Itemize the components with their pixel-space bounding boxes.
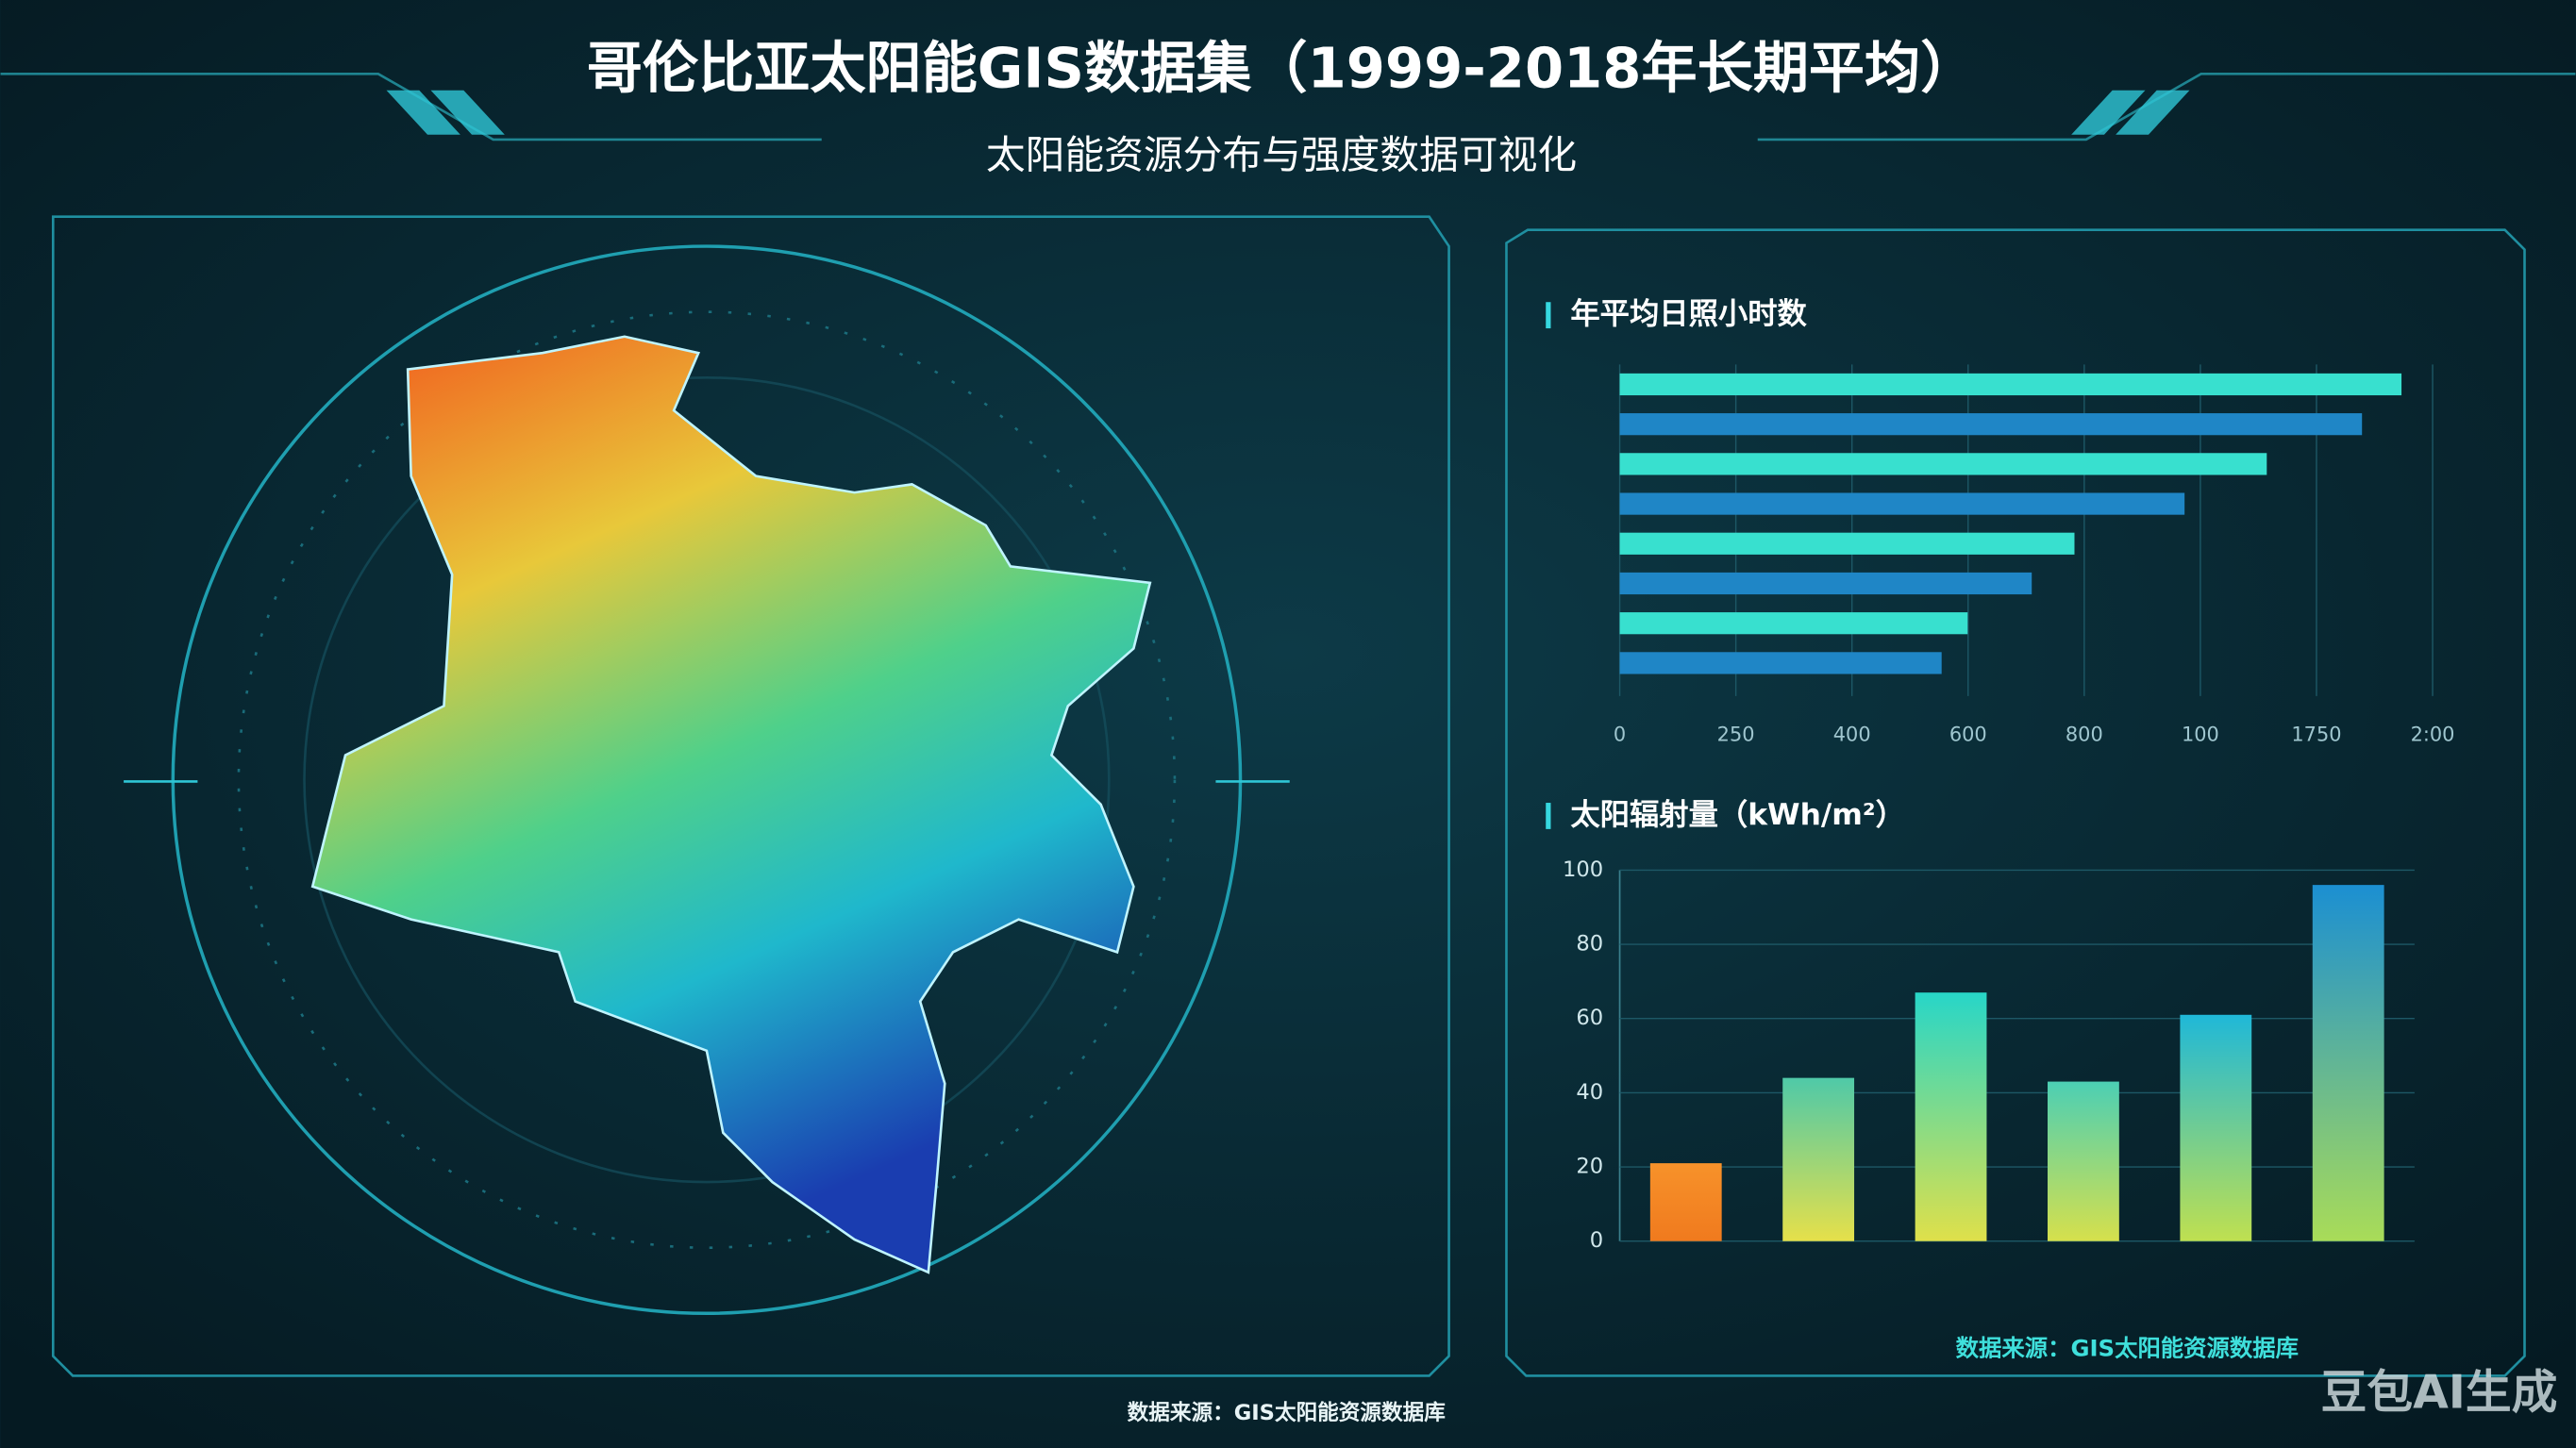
- page-title: 哥伦比亚太阳能GIS数据集（1999-2018年长期平均）: [587, 36, 1977, 101]
- x-tick-label: 100: [2182, 724, 2219, 746]
- title-marker: [1546, 302, 1551, 329]
- title-marker: [1546, 803, 1551, 829]
- bar: [1619, 572, 2032, 595]
- x-tick-label: 400: [1833, 724, 1871, 746]
- chart-title: 太阳辐射量（kWh/m²）: [1570, 798, 1905, 832]
- bar: [2180, 1014, 2252, 1241]
- bar: [1619, 612, 1968, 635]
- bar: [2048, 1081, 2119, 1241]
- bar: [1619, 532, 2075, 555]
- map-source: 数据来源：GIS太阳能资源数据库: [1128, 1400, 1446, 1425]
- y-tick-label: 80: [1576, 932, 1603, 957]
- x-tick-label: 0: [1614, 724, 1626, 746]
- bar: [1782, 1077, 1855, 1241]
- x-tick-label: 2:00: [2411, 724, 2455, 746]
- y-tick-label: 40: [1576, 1080, 1603, 1105]
- y-tick-label: 100: [1563, 857, 1603, 882]
- bar: [1619, 373, 2402, 396]
- bar: [1619, 453, 2267, 475]
- x-tick-label: 1750: [2291, 724, 2341, 746]
- bar: [1649, 1163, 1722, 1241]
- bar: [2312, 885, 2384, 1241]
- chart-source: 数据来源：GIS太阳能资源数据库: [1956, 1335, 2299, 1362]
- page-subtitle: 太阳能资源分布与强度数据可视化: [986, 132, 1577, 178]
- y-tick-label: 60: [1576, 1006, 1603, 1030]
- x-tick-label: 250: [1717, 724, 1755, 746]
- y-tick-label: 0: [1590, 1228, 1603, 1253]
- x-tick-label: 800: [2066, 724, 2103, 746]
- map: [310, 335, 1152, 1274]
- bar: [1619, 652, 1942, 674]
- x-tick-label: 600: [1949, 724, 1987, 746]
- bar: [1619, 413, 2363, 436]
- y-tick-label: 20: [1576, 1155, 1603, 1179]
- chart-title: 年平均日照小时数: [1570, 297, 1807, 331]
- bar: [1619, 492, 2185, 515]
- header-stripes: [386, 90, 2190, 135]
- watermark: 豆包AI生成: [2321, 1366, 2558, 1419]
- bar: [1915, 992, 1987, 1241]
